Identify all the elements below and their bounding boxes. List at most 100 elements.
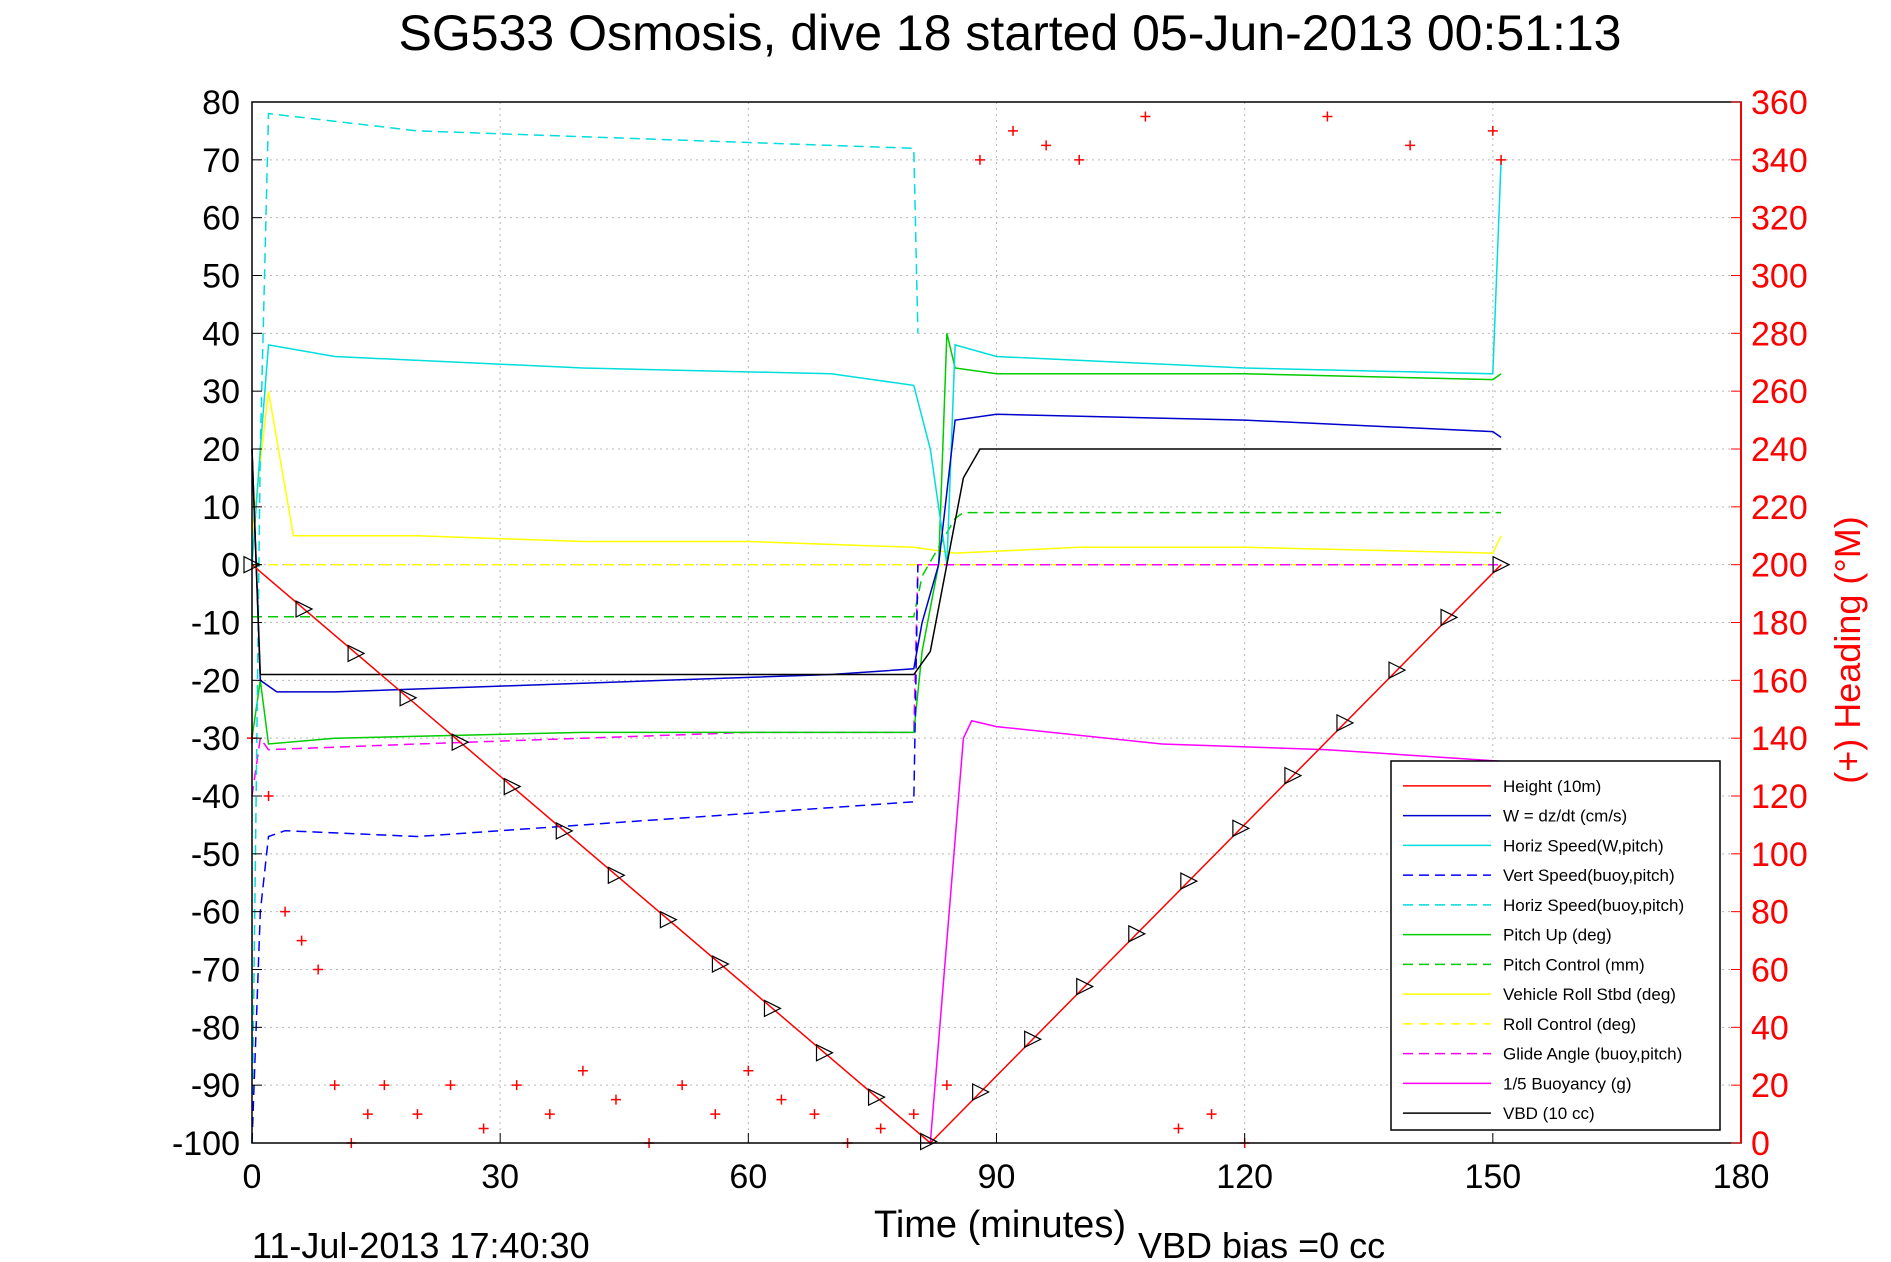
heading-marker [544, 1109, 555, 1120]
heading-marker [1041, 140, 1052, 151]
y-tick-label-left: -60 [191, 894, 240, 932]
legend-box [1390, 760, 1721, 1131]
height-triangle-marker [711, 955, 730, 974]
series-horiz_w [251, 159, 1502, 565]
y-tick-label-right: 300 [1751, 258, 1808, 296]
height-triangle-marker [763, 999, 782, 1018]
height-triangle-marker [1388, 661, 1407, 680]
series-pitch [251, 333, 1502, 745]
legend-label-horiz_w: Horiz Speed(W,pitch) [1503, 836, 1664, 855]
x-tick-label: 150 [1464, 1158, 1521, 1196]
height-triangle-marker [295, 600, 314, 619]
heading-marker [362, 1109, 373, 1120]
y-tick-label-right: 260 [1751, 373, 1808, 411]
height-triangle-marker [1284, 766, 1303, 785]
heading-marker [1487, 125, 1498, 136]
height-triangle-marker [1180, 872, 1199, 891]
y-tick-label-left: 30 [202, 373, 240, 411]
heading-marker [875, 1123, 886, 1134]
height-triangle-marker [1076, 977, 1095, 996]
legend-label-horiz_buoy: Horiz Speed(buoy,pitch) [1503, 896, 1684, 915]
y-tick-label-left: -70 [191, 952, 240, 990]
y-tick-label-right: 220 [1751, 489, 1808, 527]
y-tick-label-right: 0 [1751, 1125, 1770, 1163]
footer-timestamp: 11-Jul-2013 17:40:30 [252, 1225, 590, 1262]
height-triangle-marker [919, 1132, 938, 1151]
heading-marker [313, 964, 324, 975]
legend-label-vbd: VBD (10 cc) [1503, 1104, 1595, 1123]
y-ticks-left: 80 70 60 50 40 30 20 10 0 -10 -20 -30 -40 -50 -60 -70 -8… [172, 84, 262, 1163]
heading-marker [1322, 111, 1333, 122]
height-triangle-marker [867, 1088, 886, 1107]
y-tick-label-right: 320 [1751, 200, 1808, 238]
y-tick-label-left: -40 [191, 778, 240, 816]
height-triangle-marker [555, 821, 574, 840]
y-tick-label-left: -90 [191, 1067, 240, 1105]
heading-marker [478, 1123, 489, 1134]
heading-marker [296, 935, 307, 946]
legend-label-roll_ctrl: Roll Control (deg) [1503, 1015, 1636, 1034]
heading-marker [743, 1065, 754, 1076]
heading-marker [941, 1080, 952, 1091]
height-triangle-marker [347, 644, 366, 663]
heading-marker [1173, 1123, 1184, 1134]
y-tick-label-left: 40 [202, 315, 240, 353]
series-heading [247, 111, 1507, 1148]
series-vbd [251, 448, 1502, 676]
y-tick-label-right: 340 [1751, 142, 1808, 180]
height-triangle-marker [815, 1043, 834, 1062]
height-triangle-marker [972, 1083, 990, 1101]
height-triangle-marker [659, 910, 678, 929]
footer-vbd-bias: VBD bias =0 cc [1138, 1225, 1385, 1262]
heading-marker [280, 906, 291, 917]
legend: Height (10m) W = dz/dt (cm/s) Horiz Speed(… [1390, 760, 1721, 1131]
heading-marker [379, 1080, 390, 1091]
heading-marker [511, 1080, 522, 1091]
heading-marker [577, 1065, 588, 1076]
x-axis-label: Time (minutes) [874, 1204, 1126, 1246]
y-tick-label-right: 180 [1751, 605, 1808, 643]
y-tick-label-left: 60 [202, 200, 240, 238]
y-axis-right-label: (+) Heading (°M) [1827, 516, 1868, 783]
height-triangle-marker [1492, 555, 1511, 574]
heading-marker [1496, 154, 1507, 165]
y-tick-label-left: -30 [191, 720, 240, 758]
x-tick-label: 0 [243, 1158, 262, 1196]
y-tick-label-right: 160 [1751, 662, 1808, 700]
heading-marker [1008, 125, 1019, 136]
y-tick-label-left: 20 [202, 431, 240, 469]
y-tick-label-right: 20 [1751, 1067, 1789, 1105]
series-w [251, 413, 1502, 693]
y-tick-label-left: -10 [191, 605, 240, 643]
y-tick-label-right: 140 [1751, 720, 1808, 758]
height-triangle-marker [399, 688, 418, 707]
y-ticks-right: 3603403203002802602402202001801601401201… [1731, 84, 1808, 1163]
heading-marker [710, 1109, 721, 1120]
y-tick-label-right: 200 [1751, 547, 1808, 585]
heading-marker [610, 1094, 621, 1105]
y-tick-label-left: 0 [221, 547, 240, 585]
heading-marker [1074, 154, 1085, 165]
legend-label-vert_buoy: Vert Speed(buoy,pitch) [1503, 866, 1675, 885]
series-pitch_ctrl [252, 511, 1502, 618]
legend-label-roll: Vehicle Roll Stbd (deg) [1503, 985, 1676, 1004]
y-tick-label-right: 100 [1751, 836, 1808, 874]
series-horiz_buoy [251, 112, 919, 1144]
chart-title: SG533 Osmosis, dive 18 started 05-Jun-20… [399, 5, 1622, 61]
y-tick-label-left: -80 [191, 1009, 240, 1047]
heading-marker [974, 154, 985, 165]
y-tick-label-right: 360 [1751, 84, 1808, 122]
y-tick-label-left: 70 [202, 142, 240, 180]
y-tick-label-right: 40 [1751, 1009, 1789, 1047]
heading-marker [809, 1109, 820, 1120]
legend-label-height: Height (10m) [1503, 777, 1601, 796]
height-triangle-marker [1336, 713, 1355, 732]
series-glide [251, 563, 1502, 797]
y-tick-label-right: 60 [1751, 952, 1789, 990]
legend-label-glide: Glide Angle (buoy,pitch) [1503, 1045, 1682, 1064]
heading-marker [412, 1109, 423, 1120]
height-triangle-marker [1128, 924, 1147, 943]
y-tick-label-left: 80 [202, 84, 240, 122]
series-vert_buoy [251, 564, 919, 1144]
